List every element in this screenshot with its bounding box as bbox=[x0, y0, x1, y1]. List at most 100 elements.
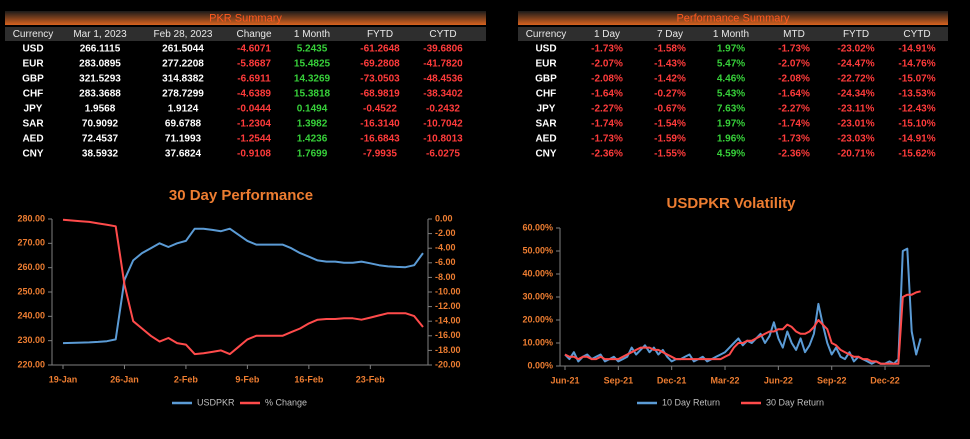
y2-tick-label: -2.00 bbox=[435, 228, 456, 238]
table-cell: -1.54% bbox=[654, 119, 686, 130]
table-cell: -23.03% bbox=[837, 134, 874, 145]
table-cell: 4.59% bbox=[717, 149, 745, 160]
table-cell: -15.10% bbox=[898, 119, 935, 130]
table-cell: 261.5044 bbox=[162, 44, 204, 55]
table-cell: USD bbox=[22, 44, 43, 55]
y2-tick-label: -4.00 bbox=[435, 243, 456, 253]
table-cell: -1.64% bbox=[778, 89, 810, 100]
table-cell: 5.47% bbox=[717, 59, 745, 70]
table-cell: 5.43% bbox=[717, 89, 745, 100]
series-line bbox=[62, 227, 424, 345]
chart-title: USDPKR Volatility bbox=[667, 195, 797, 212]
table-cell: CNY bbox=[535, 149, 556, 160]
table-cell: -73.0503 bbox=[360, 74, 400, 85]
table-cell: -4.6071 bbox=[237, 44, 271, 55]
table-cell: -23.02% bbox=[837, 44, 874, 55]
table-cell: 278.7299 bbox=[162, 89, 204, 100]
table-cell: -15.07% bbox=[898, 74, 935, 85]
legend-label: 10 Day Return bbox=[662, 397, 720, 407]
table-cell: 283.0895 bbox=[79, 59, 121, 70]
y-tick-label: 240.00 bbox=[17, 311, 45, 321]
column-header: Feb 28, 2023 bbox=[154, 29, 213, 40]
table-cell: AED bbox=[535, 134, 556, 145]
table-cell: 283.3688 bbox=[79, 89, 121, 100]
table-cell: -1.43% bbox=[654, 59, 686, 70]
table-cell: -38.3402 bbox=[423, 89, 463, 100]
table-cell: -0.2432 bbox=[426, 104, 460, 115]
y-tick-label: 220.00 bbox=[17, 359, 45, 369]
table-cell: 266.1115 bbox=[80, 44, 121, 55]
table-cell: -39.6806 bbox=[423, 44, 463, 55]
table-cell: JPY bbox=[24, 104, 43, 115]
table-cell: -69.2808 bbox=[360, 59, 400, 70]
table-cell: 1.9124 bbox=[168, 104, 199, 115]
table-cell: -5.8687 bbox=[237, 59, 271, 70]
y-tick-label: 260.00 bbox=[17, 262, 45, 272]
y2-tick-label: -16.00 bbox=[435, 330, 461, 340]
table-cell: -1.74% bbox=[591, 119, 623, 130]
y-tick-label: 10.00% bbox=[522, 337, 553, 347]
table-cell: -23.11% bbox=[838, 104, 875, 115]
y-tick-label: 50.00% bbox=[522, 245, 553, 255]
table-cell: EUR bbox=[535, 59, 557, 70]
table-cell: -2.36% bbox=[778, 149, 810, 160]
table-cell: -1.2304 bbox=[237, 119, 271, 130]
y-tick-label: 280.00 bbox=[17, 213, 45, 223]
table-cell: 69.6788 bbox=[165, 119, 202, 130]
table-cell: -68.9819 bbox=[360, 89, 400, 100]
x-tick-label: Sep-22 bbox=[817, 375, 847, 385]
table-cell: -2.08% bbox=[591, 74, 623, 85]
x-tick-label: Jun-22 bbox=[764, 375, 793, 385]
table-cell: 1.97% bbox=[717, 119, 745, 130]
table-cell: 15.3818 bbox=[294, 89, 331, 100]
table-cell: SAR bbox=[535, 119, 557, 130]
table-cell: 314.8382 bbox=[162, 74, 204, 85]
table-cell: 15.4825 bbox=[294, 59, 331, 70]
table-cell: -61.2648 bbox=[360, 44, 400, 55]
column-header: FYTD bbox=[843, 29, 869, 40]
column-header: 7 Day bbox=[657, 29, 683, 40]
table-cell: -24.34% bbox=[837, 89, 874, 100]
table-cell: -1.73% bbox=[778, 44, 810, 55]
table-cell: 37.6824 bbox=[165, 149, 202, 160]
x-tick-label: Mar-22 bbox=[711, 375, 740, 385]
x-tick-label: Dec-21 bbox=[657, 375, 687, 385]
y-tick-label: 250.00 bbox=[17, 286, 45, 296]
y2-tick-label: -8.00 bbox=[435, 272, 456, 282]
table-cell: -41.7820 bbox=[423, 59, 463, 70]
chart-title: 30 Day Performance bbox=[169, 187, 313, 204]
table-cell: -16.3140 bbox=[360, 119, 400, 130]
column-header: CYTD bbox=[903, 29, 930, 40]
table-cell: -20.71% bbox=[837, 149, 874, 160]
series-line bbox=[564, 290, 921, 365]
table-cell: 70.9092 bbox=[82, 119, 119, 130]
legend-label: % Change bbox=[265, 397, 307, 407]
table-cell: -2.27% bbox=[591, 104, 623, 115]
y2-tick-label: -14.00 bbox=[435, 316, 461, 326]
table-cell: -14.91% bbox=[898, 134, 935, 145]
table-cell: 5.2435 bbox=[297, 44, 328, 55]
table-cell: 1.9568 bbox=[85, 104, 116, 115]
y2-tick-label: -6.00 bbox=[435, 257, 456, 267]
table-cell: -1.2544 bbox=[237, 134, 271, 145]
x-tick-label: 19-Jan bbox=[49, 374, 78, 384]
column-header: MTD bbox=[783, 29, 805, 40]
table-title-bar bbox=[518, 11, 948, 25]
table-cell: 1.7699 bbox=[297, 149, 328, 160]
table-cell: 38.5932 bbox=[82, 149, 119, 160]
x-tick-label: 16-Feb bbox=[294, 374, 324, 384]
column-header: CYTD bbox=[429, 29, 456, 40]
y-tick-label: 60.00% bbox=[522, 222, 553, 232]
table-cell: -1.73% bbox=[591, 44, 623, 55]
table-cell: 1.97% bbox=[717, 44, 745, 55]
table-cell: -16.6843 bbox=[360, 134, 400, 145]
table-cell: -0.27% bbox=[654, 89, 686, 100]
y-tick-label: 0.00% bbox=[527, 360, 553, 370]
y-tick-label: 270.00 bbox=[17, 238, 45, 248]
x-tick-label: Dec-22 bbox=[870, 375, 900, 385]
x-tick-label: Sep-21 bbox=[604, 375, 634, 385]
column-header: Change bbox=[236, 29, 271, 40]
table-cell: -1.74% bbox=[778, 119, 810, 130]
